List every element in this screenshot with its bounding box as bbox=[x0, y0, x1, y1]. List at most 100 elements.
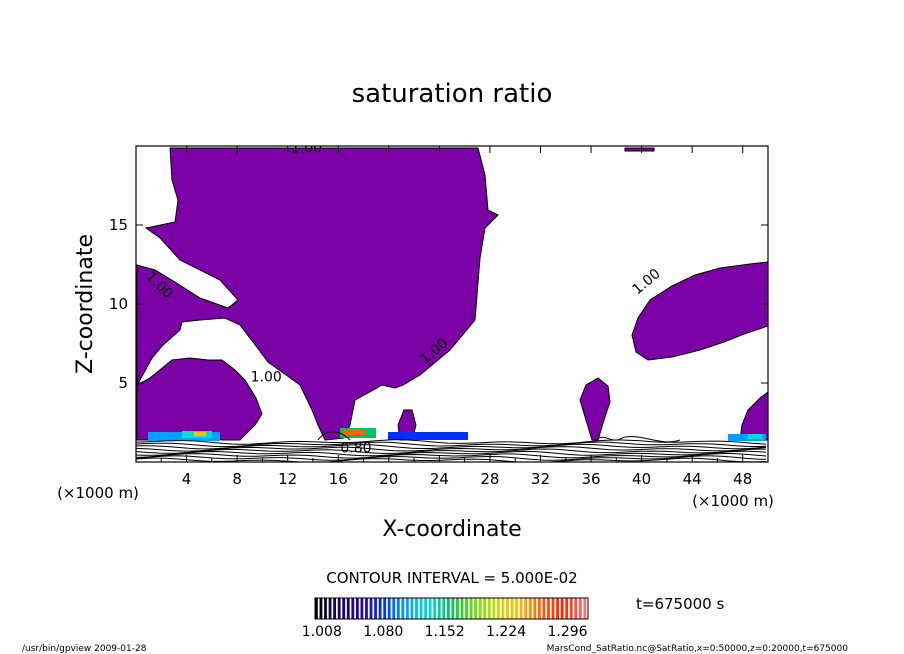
patch-right-core bbox=[748, 434, 762, 439]
colorbar-stripe bbox=[469, 598, 473, 619]
x-tick-label: 12 bbox=[278, 470, 297, 488]
colorbar-stripe bbox=[319, 598, 323, 619]
colorbar-stripe bbox=[433, 598, 437, 619]
mid-plume-36 bbox=[579, 377, 611, 441]
near-surface-contours bbox=[136, 431, 767, 462]
surface-contour-line bbox=[136, 455, 767, 461]
colorbar-stripe bbox=[456, 598, 459, 619]
colorbar-stripe bbox=[410, 598, 414, 619]
contour-label: 1.00 bbox=[251, 369, 282, 385]
colorbar-frame bbox=[314, 597, 589, 620]
surface-contour-line bbox=[136, 457, 767, 462]
colorbar-stripe bbox=[333, 598, 337, 619]
contour-interval-text: CONTOUR INTERVAL = 5.000E-02 bbox=[326, 569, 577, 587]
colorbar-stripe bbox=[483, 598, 487, 619]
x-tick-label: 48 bbox=[733, 470, 752, 488]
colorbar-stripe bbox=[497, 598, 500, 619]
colorbar-stripe bbox=[446, 598, 450, 619]
colorbar-stripe bbox=[315, 598, 318, 619]
chart-title: saturation ratio bbox=[352, 79, 553, 109]
surface-contour-line bbox=[136, 443, 767, 450]
contour-wiggle bbox=[595, 436, 681, 443]
colorbar-stripe bbox=[442, 598, 446, 619]
colorbar-stripe bbox=[460, 598, 464, 619]
colorbar-stripe bbox=[351, 598, 355, 619]
colorbar-stripe bbox=[355, 598, 359, 619]
colorbar-stripe bbox=[415, 598, 418, 619]
y-tick-label: 5 bbox=[118, 374, 128, 392]
colorbar-stripe bbox=[528, 598, 532, 619]
colorbar-tick-label: 1.296 bbox=[547, 624, 587, 640]
upper-supersaturated-region bbox=[136, 147, 499, 441]
lower-left-supersaturated-region bbox=[136, 357, 263, 441]
colorbar-stripe bbox=[506, 598, 509, 619]
colorbar-stripe bbox=[547, 598, 550, 619]
colorbar-tick-label: 1.152 bbox=[425, 624, 465, 640]
x-axis: 4 8 12 16 20 24 28 32 36 40 44 48 bbox=[160, 146, 752, 488]
colorbar-stripe bbox=[369, 598, 373, 619]
colorbar-stripe bbox=[424, 598, 428, 619]
colorbar-stripe bbox=[437, 598, 441, 619]
colorbar-stripe bbox=[478, 598, 482, 619]
x-tick-label: 8 bbox=[232, 470, 242, 488]
colorbar-stripe bbox=[510, 598, 514, 619]
colorbar-stripe bbox=[574, 598, 578, 619]
colorbar-stripe bbox=[465, 598, 468, 619]
y-axis-title: Z-coordinate bbox=[73, 234, 98, 374]
x-tick-label: 4 bbox=[182, 470, 192, 488]
colorbar-stripe bbox=[337, 598, 341, 619]
right-supersaturated-region bbox=[631, 261, 768, 361]
contour-label: 0.80 bbox=[340, 441, 371, 457]
colorbar-stripe bbox=[565, 598, 569, 619]
y-axis-unit-label: (×1000 m) bbox=[57, 484, 139, 502]
x-tick-label: 16 bbox=[329, 470, 348, 488]
colorbar-stripe bbox=[378, 598, 382, 619]
colorbar-stripe bbox=[346, 598, 350, 619]
x-tick-label: 32 bbox=[531, 470, 550, 488]
patch-mid2 bbox=[388, 432, 468, 440]
colorbar-tick-label: 1.080 bbox=[363, 624, 403, 640]
colorbar-stripe bbox=[474, 598, 478, 619]
surface-contour-line bbox=[136, 448, 766, 454]
colorbar-stripe bbox=[365, 598, 368, 619]
footer-left: /usr/bin/gpview 2009-01-28 bbox=[22, 644, 147, 654]
colorbar-stripe bbox=[533, 598, 537, 619]
colorbar-stripe bbox=[487, 598, 491, 619]
colorbar-stripe bbox=[374, 598, 377, 619]
surface-contour-line bbox=[136, 446, 767, 452]
surface-contour-line bbox=[136, 441, 767, 448]
surface-contour-line bbox=[136, 450, 767, 457]
footer-right: MarsCond_SatRatio.nc@SatRatio,x=0:50000,… bbox=[547, 644, 849, 654]
colorbar-stripe bbox=[392, 598, 396, 619]
colorbar-stripe bbox=[492, 598, 496, 619]
colorbar-stripe bbox=[406, 598, 409, 619]
x-tick-label: 20 bbox=[379, 470, 398, 488]
surface-contour-line bbox=[136, 453, 767, 459]
colorbar-stripe bbox=[542, 598, 546, 619]
top-sliver bbox=[624, 147, 655, 152]
time-label: t=675000 s bbox=[636, 595, 724, 613]
patch-mid-core bbox=[343, 429, 365, 435]
colorbar-stripe bbox=[451, 598, 455, 619]
colorbar-stripe bbox=[501, 598, 505, 619]
x-axis-unit-label: (×1000 m) bbox=[692, 492, 774, 510]
patch-right bbox=[728, 434, 766, 441]
colorbar-stripe bbox=[537, 598, 541, 619]
contour-label: 1.00 bbox=[630, 266, 664, 298]
colorbar-stripe bbox=[360, 598, 364, 619]
contour-loop bbox=[317, 431, 351, 441]
colorbar-stripe bbox=[428, 598, 432, 619]
y-tick-label: 10 bbox=[109, 295, 128, 313]
x-tick-label: 28 bbox=[480, 470, 499, 488]
colorbar-stripe bbox=[583, 598, 587, 619]
colorbar-stripe bbox=[383, 598, 387, 619]
colorbar-stripe bbox=[342, 598, 346, 619]
patch-left-peak bbox=[194, 432, 206, 436]
x-axis-title: X-coordinate bbox=[382, 517, 521, 542]
y-tick-label: 15 bbox=[109, 216, 128, 234]
plot-area: 1.001.001.001.001.000.80 bbox=[136, 146, 768, 462]
colorbar-tick-label: 1.224 bbox=[486, 624, 526, 640]
surface-contour-line bbox=[136, 439, 767, 445]
x-tick-label: 24 bbox=[430, 470, 449, 488]
